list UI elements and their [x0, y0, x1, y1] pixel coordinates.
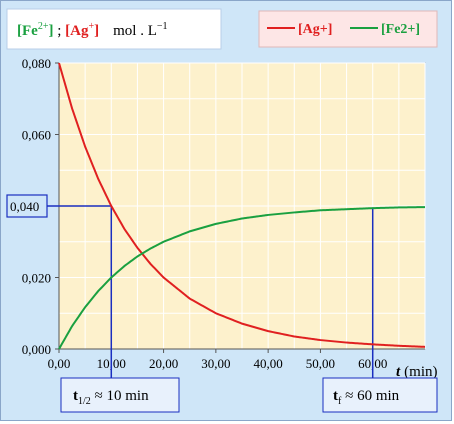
x-axis-symbol: t: [396, 364, 401, 380]
final-time-sub: f: [338, 396, 342, 407]
title-box: [6, 8, 222, 50]
annotation-markers: [47, 205, 374, 378]
legend-label-fe: [Fe2+]: [381, 22, 420, 37]
title-unit: mol . L: [113, 23, 157, 39]
y-tick-label: 0,020: [22, 271, 51, 286]
chart-title: [Fe2+] ; [Ag+] mol . L−1: [17, 21, 168, 39]
series-line-ag: [58, 62, 426, 348]
x-axis-label: t (min): [396, 364, 438, 380]
half-life-rest: ≈ 10 min: [91, 388, 149, 404]
y-tick-label: 0,080: [22, 56, 51, 71]
legend-label-ag: [Ag+]: [298, 22, 332, 37]
final-time-rest: ≈ 60 min: [341, 388, 399, 404]
y-axis-ticks: 0,000 0,020 0,060 0,080: [22, 56, 59, 357]
y-marker-label: 0,040: [10, 199, 39, 214]
y-marker-box: [6, 194, 48, 218]
title-separator: ;: [53, 23, 65, 39]
series-lines: [58, 62, 426, 350]
y-tick-label: 0,000: [22, 342, 51, 357]
x-tick-label: 20,00: [149, 356, 178, 371]
half-life-sub: 1/2: [78, 396, 91, 407]
series-line-fe: [58, 206, 426, 350]
half-life-t: t: [73, 388, 78, 404]
title-fe-close: ]: [48, 23, 53, 39]
half-life-box: [60, 377, 180, 413]
x-tick-label: 40,00: [254, 356, 283, 371]
x-tick-label: 50,00: [306, 356, 335, 371]
title-ag-charge: +: [88, 21, 94, 32]
final-time-t: t: [333, 388, 338, 404]
x-axis-ticks: 0,00 10,00 20,00 30,00 40,00 50,00 60,00: [48, 349, 387, 371]
y-tick-label: 0,060: [22, 128, 51, 143]
title-unit-exp: −1: [157, 21, 168, 32]
x-tick-label: 0,00: [48, 356, 71, 371]
x-axis-unit: (min): [404, 364, 437, 380]
final-time-box: [322, 377, 438, 413]
half-life-label: t1/2 ≈ 10 min: [73, 388, 149, 407]
x-tick-label: 30,00: [201, 356, 230, 371]
final-time-label: tf ≈ 60 min: [333, 388, 400, 407]
title-fe-symbol: [Fe: [17, 23, 38, 39]
title-ag-close: ]: [94, 23, 99, 39]
title-fe-charge: 2+: [38, 21, 49, 32]
title-ag-symbol: [Ag: [65, 23, 89, 39]
